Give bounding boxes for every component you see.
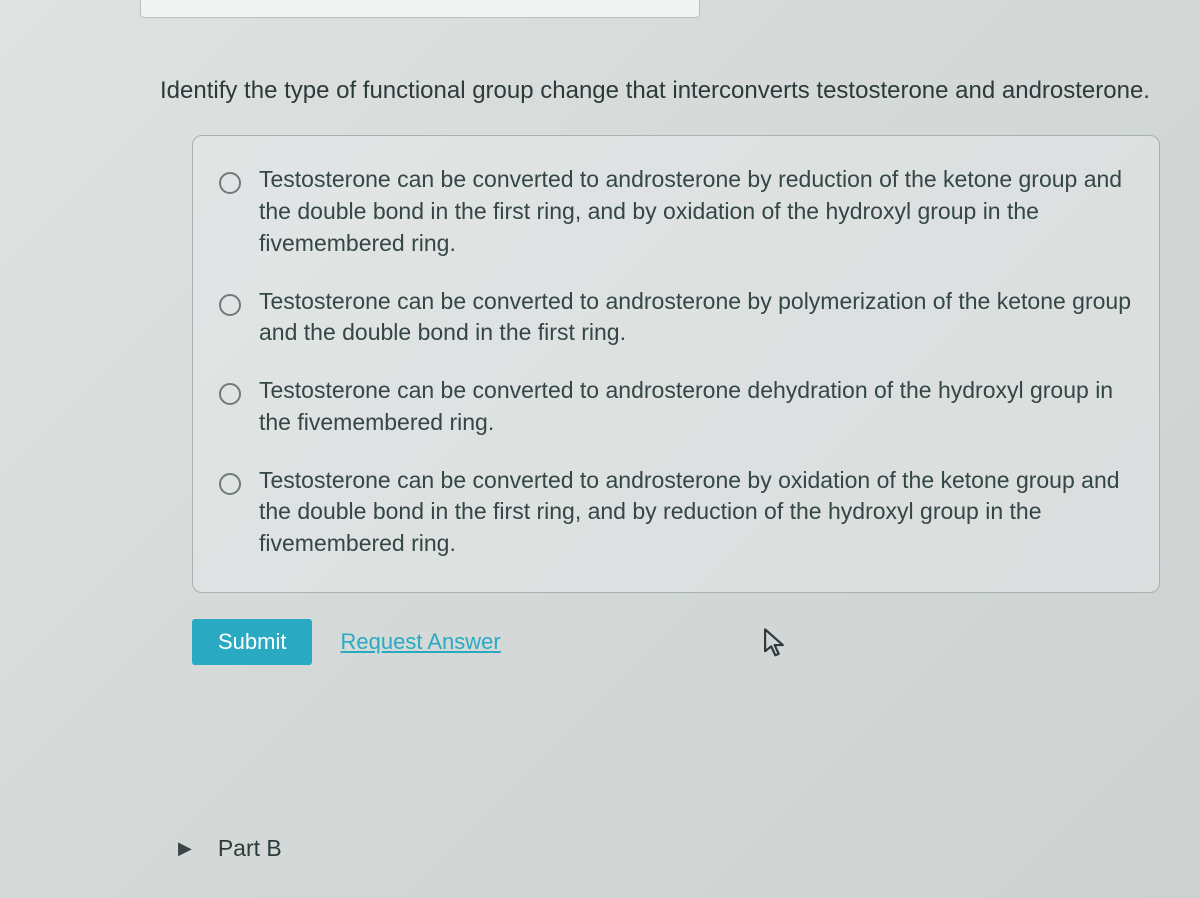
request-answer-link[interactable]: Request Answer <box>340 629 500 655</box>
part-b-section-header[interactable]: ▶ Part B <box>178 835 282 862</box>
radio-icon[interactable] <box>219 172 241 194</box>
radio-icon[interactable] <box>219 294 241 316</box>
partial-header-fragment <box>140 0 700 18</box>
option-row[interactable]: Testosterone can be converted to androst… <box>219 286 1133 349</box>
option-row[interactable]: Testosterone can be converted to androst… <box>219 164 1133 259</box>
question-region: Identify the type of functional group ch… <box>160 75 1160 665</box>
option-row[interactable]: Testosterone can be converted to androst… <box>219 465 1133 560</box>
option-text: Testosterone can be converted to androst… <box>259 375 1133 438</box>
radio-icon[interactable] <box>219 383 241 405</box>
submit-button[interactable]: Submit <box>192 619 312 665</box>
actions-row: Submit Request Answer <box>192 619 1160 665</box>
question-prompt: Identify the type of functional group ch… <box>160 75 1160 107</box>
option-row[interactable]: Testosterone can be converted to androst… <box>219 375 1133 438</box>
part-b-label: Part B <box>218 835 282 862</box>
answer-options-box: Testosterone can be converted to androst… <box>192 135 1160 592</box>
option-text: Testosterone can be converted to androst… <box>259 286 1133 349</box>
chevron-right-icon[interactable]: ▶ <box>178 838 192 859</box>
radio-icon[interactable] <box>219 473 241 495</box>
option-text: Testosterone can be converted to androst… <box>259 465 1133 560</box>
option-text: Testosterone can be converted to androst… <box>259 164 1133 259</box>
